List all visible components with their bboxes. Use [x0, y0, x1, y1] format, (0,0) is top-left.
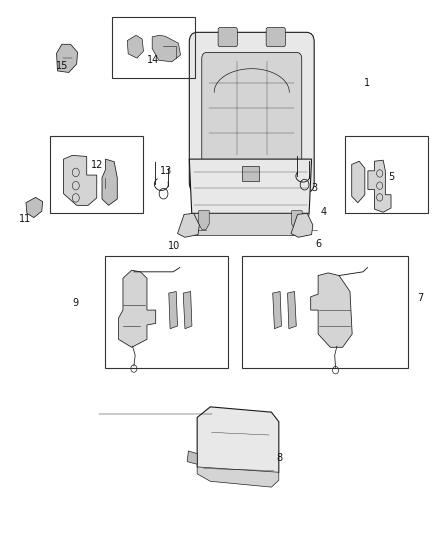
Text: 10: 10	[168, 241, 180, 251]
FancyBboxPatch shape	[189, 33, 314, 192]
Polygon shape	[197, 407, 279, 480]
Polygon shape	[189, 159, 311, 213]
Polygon shape	[267, 183, 279, 195]
Polygon shape	[225, 183, 237, 195]
Polygon shape	[177, 213, 199, 237]
Polygon shape	[288, 292, 296, 329]
Text: 12: 12	[92, 160, 104, 171]
Bar	[345, 136, 427, 213]
Text: 13: 13	[159, 166, 172, 176]
FancyBboxPatch shape	[202, 52, 302, 164]
Polygon shape	[311, 273, 352, 348]
Bar	[112, 17, 195, 78]
Polygon shape	[102, 159, 117, 205]
Polygon shape	[352, 161, 365, 203]
Text: 5: 5	[389, 172, 395, 182]
Text: 14: 14	[146, 55, 159, 65]
Text: 6: 6	[315, 239, 321, 249]
Polygon shape	[197, 467, 279, 487]
Text: 15: 15	[56, 61, 68, 70]
Text: 9: 9	[73, 297, 79, 308]
Polygon shape	[169, 292, 177, 329]
FancyBboxPatch shape	[218, 28, 237, 47]
Polygon shape	[291, 213, 313, 237]
Polygon shape	[127, 35, 144, 58]
Text: 4: 4	[321, 207, 327, 217]
Text: 7: 7	[417, 293, 423, 303]
Polygon shape	[292, 211, 302, 229]
Polygon shape	[152, 35, 180, 62]
Polygon shape	[26, 197, 42, 217]
Text: 8: 8	[276, 453, 283, 463]
Polygon shape	[183, 292, 192, 329]
Polygon shape	[199, 211, 209, 229]
Polygon shape	[273, 292, 282, 329]
Bar	[106, 256, 228, 368]
Bar	[242, 166, 259, 181]
Bar	[49, 136, 144, 213]
Text: 11: 11	[18, 214, 31, 224]
Polygon shape	[119, 270, 155, 348]
Text: 3: 3	[311, 183, 317, 193]
Bar	[242, 256, 408, 368]
Polygon shape	[57, 44, 78, 72]
FancyBboxPatch shape	[266, 28, 286, 47]
Polygon shape	[64, 156, 97, 205]
Text: 1: 1	[364, 78, 371, 88]
Polygon shape	[192, 213, 309, 236]
Polygon shape	[187, 451, 197, 464]
Polygon shape	[368, 160, 391, 212]
